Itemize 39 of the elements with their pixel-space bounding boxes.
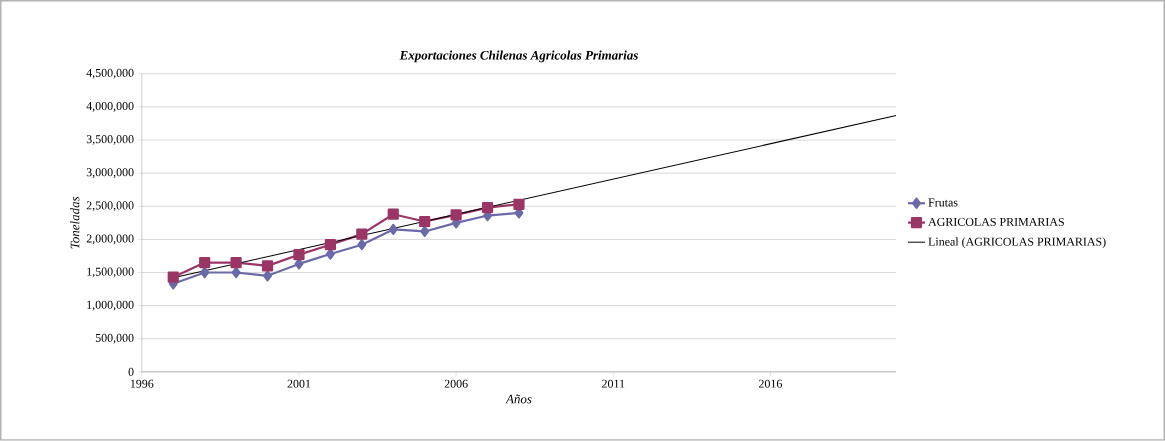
x-tick-label: 2006 [444, 379, 468, 388]
point [293, 249, 305, 261]
point [357, 239, 367, 251]
point [263, 270, 273, 282]
point [230, 257, 242, 269]
point [356, 228, 368, 240]
point [450, 209, 462, 221]
point [167, 271, 179, 283]
point [388, 224, 398, 236]
x-tick-label: 2011 [602, 379, 625, 388]
y-tick-label: 1,500,000 [87, 267, 134, 278]
y-tick-label: 3,500,000 [86, 135, 134, 146]
y-tick-label: 1,000,000 [87, 300, 134, 311]
x-tick-label: 1996 [130, 379, 154, 388]
x-axis-title: Años [505, 394, 532, 404]
legend-label: AGRICOLAS PRIMARIAS [928, 218, 1064, 227]
y-tick-label: 4,000,000 [86, 102, 134, 112]
y-tick-label: 3,000,000 [86, 168, 134, 179]
y-tick-label: 500,000 [95, 334, 134, 344]
point [387, 208, 399, 220]
y-tick-label: 0 [128, 368, 134, 377]
point [231, 267, 241, 279]
x-tick-label: 2016 [758, 379, 783, 388]
y-tick-label: 4,500,000 [86, 69, 134, 79]
legend-label: Frutas [928, 198, 958, 207]
chart-title: Exportaciones Chilenas Agricolas Primarias [399, 50, 638, 63]
point [419, 216, 431, 228]
y-tick-label: 2,000,000 [86, 234, 134, 245]
point [261, 260, 274, 272]
point [481, 202, 494, 214]
point [513, 198, 525, 211]
point [199, 257, 211, 269]
legend-label: Lineal (AGRICOLAS PRIMARIAS) [928, 237, 1106, 249]
point [324, 239, 337, 251]
y-axis-title: Toneladas [70, 196, 80, 249]
y-tick-label: 2,500,000 [86, 201, 134, 212]
point [420, 226, 430, 238]
x-tick-label: 2001 [287, 379, 311, 388]
point [200, 267, 210, 279]
